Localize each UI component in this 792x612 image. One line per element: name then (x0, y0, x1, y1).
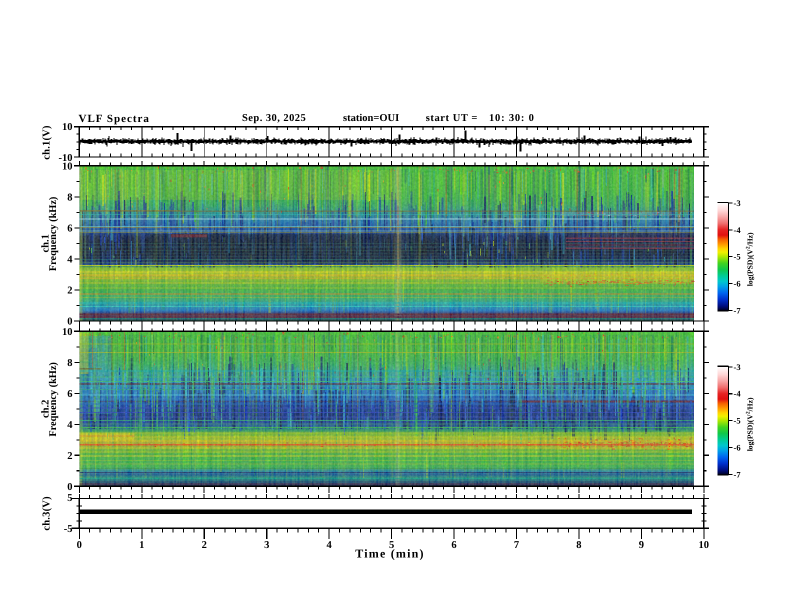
svg-text:4: 4 (67, 255, 73, 266)
svg-text:-4: -4 (734, 225, 742, 235)
svg-text:3: 3 (264, 540, 269, 551)
svg-text:-7: -7 (734, 469, 742, 479)
svg-text:log(PSD)(V2/Hz): log(PSD)(V2/Hz) (745, 397, 754, 451)
svg-text:0: 0 (67, 482, 72, 493)
svg-text:1: 1 (139, 540, 144, 551)
svg-text:0: 0 (67, 317, 72, 328)
svg-text:10: 30: 0: 10: 30: 0 (489, 113, 535, 124)
svg-text:10: 10 (62, 327, 73, 338)
svg-text:10: 10 (62, 161, 73, 172)
svg-text:8: 8 (576, 540, 581, 551)
svg-text:-5: -5 (734, 252, 741, 262)
svg-text:6: 6 (67, 223, 72, 234)
svg-text:Time (min): Time (min) (355, 547, 424, 561)
svg-text:-6: -6 (734, 443, 741, 453)
svg-text:10: 10 (699, 540, 710, 551)
svg-text:ch.2: ch.2 (40, 400, 51, 418)
svg-text:8: 8 (67, 358, 72, 369)
svg-text:station=OUI: station=OUI (343, 113, 399, 124)
svg-text:start UT =: start UT = (426, 113, 478, 124)
svg-text:-3: -3 (734, 198, 741, 208)
svg-text:-4: -4 (734, 389, 742, 399)
svg-text:6: 6 (451, 540, 456, 551)
svg-text:-6: -6 (734, 279, 741, 289)
svg-text:0: 0 (77, 540, 82, 551)
svg-text:-10: -10 (59, 153, 73, 164)
svg-text:Frequency (kHz): Frequency (kHz) (48, 362, 59, 436)
svg-text:4: 4 (67, 420, 73, 431)
svg-text:ch.1(V): ch.1(V) (42, 125, 53, 160)
svg-text:8: 8 (67, 192, 72, 203)
svg-text:6: 6 (67, 389, 72, 400)
svg-text:2: 2 (67, 286, 72, 297)
svg-text:-5: -5 (734, 416, 741, 426)
svg-text:Sep. 30, 2025: Sep. 30, 2025 (242, 113, 306, 124)
svg-text:ch.3(V): ch.3(V) (42, 496, 53, 531)
svg-text:Frequency (kHz): Frequency (kHz) (48, 197, 59, 271)
svg-text:-7: -7 (734, 305, 742, 315)
svg-text:5: 5 (67, 493, 72, 504)
svg-text:9: 9 (639, 540, 644, 551)
svg-text:VLF Spectra: VLF Spectra (79, 113, 150, 125)
svg-text:7: 7 (514, 540, 519, 551)
svg-text:2: 2 (202, 540, 207, 551)
svg-text:log(PSD)(V2/Hz): log(PSD)(V2/Hz) (745, 232, 754, 286)
svg-text:10: 10 (62, 122, 73, 133)
svg-text:ch.1: ch.1 (40, 234, 51, 252)
svg-text:5: 5 (389, 540, 394, 551)
svg-text:2: 2 (67, 451, 72, 462)
svg-text:-3: -3 (734, 362, 741, 372)
svg-text:4: 4 (326, 540, 332, 551)
svg-text:-5: -5 (64, 524, 73, 535)
